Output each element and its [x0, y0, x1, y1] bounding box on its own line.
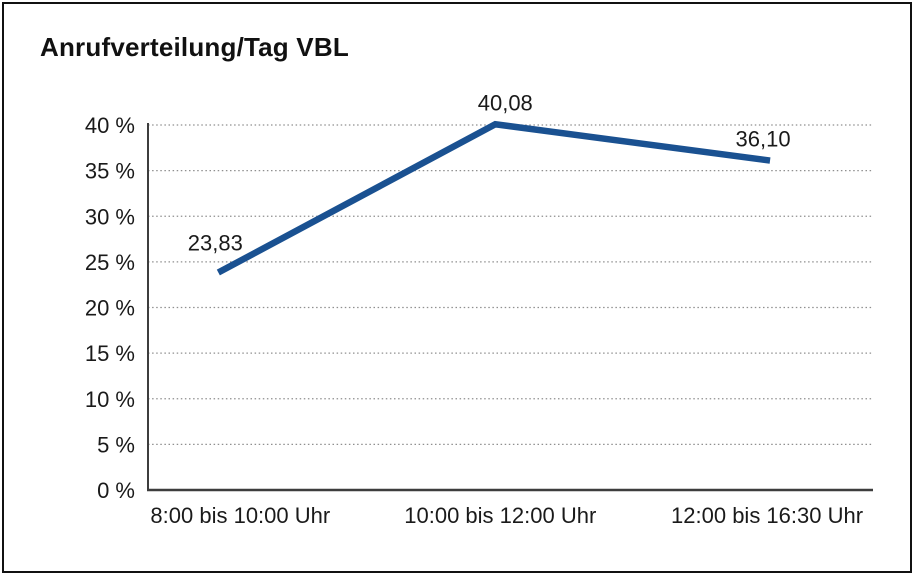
- x-category-label: 10:00 bis 12:00 Uhr: [404, 503, 596, 528]
- y-tick-label: 30 %: [85, 204, 135, 229]
- x-category-label: 8:00 bis 10:00 Uhr: [150, 503, 330, 528]
- y-tick-label: 40 %: [85, 113, 135, 138]
- data-series-line: [216, 120, 771, 276]
- y-tick-label: 25 %: [85, 250, 135, 275]
- data-value-label: 23,83: [188, 231, 243, 256]
- chart-title: Anrufverteilung/Tag VBL: [40, 32, 349, 62]
- data-value-label: 36,10: [736, 127, 791, 152]
- x-category-label: 12:00 bis 16:30 Uhr: [671, 503, 863, 528]
- y-tick-label: 15 %: [85, 341, 135, 366]
- y-tick-label: 35 %: [85, 159, 135, 184]
- data-value-label: 40,08: [478, 90, 533, 115]
- y-tick-label: 5 %: [97, 432, 135, 457]
- y-tick-label: 20 %: [85, 296, 135, 321]
- y-tick-label: 0 %: [97, 478, 135, 503]
- y-tick-label: 10 %: [85, 387, 135, 412]
